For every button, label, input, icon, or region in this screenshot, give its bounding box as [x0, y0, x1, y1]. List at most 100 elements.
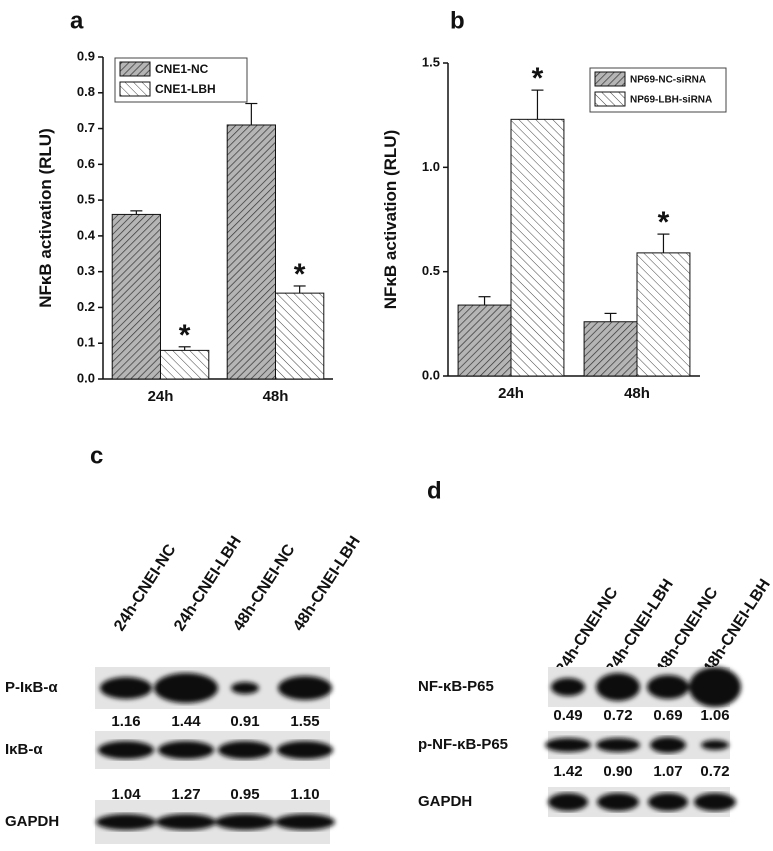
- blot-band: [689, 667, 741, 707]
- x-tick-label: 24h: [148, 388, 174, 405]
- lane-label: 48h-CNEI-LBH: [290, 533, 364, 634]
- band-quantification: 0.90: [603, 763, 632, 780]
- x-tick-label: 24h: [498, 385, 524, 402]
- bar: [510, 118, 565, 377]
- bar: [457, 304, 512, 377]
- significance-mark: *: [179, 319, 191, 352]
- legend-swatch: [119, 61, 151, 77]
- band-quantification: 0.91: [230, 713, 259, 730]
- legend-swatch: [119, 81, 151, 97]
- row-label: GAPDH: [5, 813, 59, 830]
- significance-mark: *: [532, 62, 544, 95]
- band-quantification: 1.44: [171, 713, 201, 730]
- row-label: IκB-α: [5, 741, 43, 758]
- legend-swatch: [594, 91, 626, 107]
- panel-label: d: [427, 477, 442, 504]
- lane-label: 48h-CNEI-NC: [230, 541, 299, 634]
- band-quantification: 1.07: [653, 763, 682, 780]
- blot-band: [275, 814, 335, 830]
- y-tick-label: 0.2: [77, 299, 95, 314]
- row-label: GAPDH: [418, 793, 472, 810]
- blot-band: [218, 741, 272, 759]
- blot-band: [548, 793, 588, 811]
- blot-band: [277, 741, 333, 759]
- band-quantification: 1.42: [553, 763, 582, 780]
- band-quantification: 0.72: [603, 707, 632, 724]
- blot-band: [596, 738, 640, 752]
- y-tick-label: 0.5: [422, 263, 440, 278]
- panel-label: a: [70, 7, 84, 34]
- y-axis-label: NFκB activation (RLU): [36, 128, 55, 307]
- legend-label: NP69-NC-siRNA: [630, 75, 706, 86]
- blot-band: [596, 673, 640, 701]
- bar: [583, 321, 638, 377]
- blot-band: [98, 741, 154, 759]
- y-tick-label: 0.8: [77, 84, 95, 99]
- y-tick-label: 0.9: [77, 48, 95, 63]
- y-tick-label: 0.7: [77, 120, 95, 135]
- legend-swatch: [594, 71, 626, 87]
- panel-label: b: [450, 7, 465, 34]
- blot-bands: [100, 673, 332, 703]
- blot-band: [545, 738, 591, 752]
- y-tick-label: 0.5: [77, 192, 95, 207]
- blot-band: [278, 676, 332, 700]
- blot-band: [158, 741, 214, 759]
- band-quantification: 0.72: [700, 763, 729, 780]
- significance-mark: *: [294, 258, 306, 291]
- lane-label: 24h-CNEI-NC: [111, 541, 180, 634]
- bar: [226, 124, 276, 380]
- band-quantification: 0.95: [230, 786, 259, 803]
- y-tick-label: 0.3: [77, 263, 95, 278]
- panel-label: c: [90, 442, 103, 469]
- band-quantification: 1.06: [700, 707, 729, 724]
- blot-band: [650, 737, 686, 753]
- band-quantification: 1.10: [290, 786, 319, 803]
- bar: [111, 213, 161, 380]
- y-tick-label: 0.0: [422, 367, 440, 382]
- band-quantification: 1.16: [111, 713, 140, 730]
- y-tick-label: 0.1: [77, 335, 95, 350]
- blot-bands: [96, 814, 335, 830]
- band-quantification: 1.04: [111, 786, 141, 803]
- blot-band: [100, 677, 152, 699]
- legend-label: NP69-LBH-siRNA: [630, 95, 712, 106]
- band-quantification: 0.49: [553, 707, 582, 724]
- significance-mark: *: [658, 206, 670, 239]
- legend-label: CNE1-NC: [155, 62, 209, 76]
- y-tick-label: 0.4: [77, 227, 96, 242]
- x-tick-label: 48h: [624, 385, 650, 402]
- blot-band: [648, 793, 688, 811]
- y-axis-label: NFκB activation (RLU): [381, 130, 400, 309]
- blot-band: [701, 740, 729, 750]
- row-label: NF-κB-P65: [418, 678, 494, 695]
- blot-band: [597, 793, 639, 811]
- blot-band: [551, 678, 585, 696]
- blot-band: [215, 814, 275, 830]
- blot-bands: [551, 667, 741, 707]
- y-tick-label: 1.5: [422, 54, 440, 69]
- blot-band: [694, 793, 736, 811]
- y-tick-label: 1.0: [422, 159, 440, 174]
- blot-band: [231, 682, 259, 694]
- band-quantification: 1.55: [290, 713, 319, 730]
- bar: [160, 349, 210, 380]
- row-label: P-IκB-α: [5, 679, 58, 696]
- bar: [636, 252, 691, 377]
- blot-band: [154, 673, 218, 703]
- blot-band: [156, 814, 216, 830]
- bar: [275, 292, 325, 380]
- x-tick-label: 48h: [263, 388, 289, 405]
- y-tick-label: 0.6: [77, 156, 95, 171]
- blot-bands: [545, 737, 729, 753]
- blot-bands: [98, 741, 333, 759]
- band-quantification: 1.27: [171, 786, 200, 803]
- legend-label: CNE1-LBH: [155, 82, 216, 96]
- blot-bands: [548, 793, 736, 811]
- row-label: p-NF-κB-P65: [418, 736, 508, 753]
- blot-band: [647, 675, 689, 699]
- y-tick-label: 0.0: [77, 370, 95, 385]
- blot-band: [96, 814, 156, 830]
- band-quantification: 0.69: [653, 707, 682, 724]
